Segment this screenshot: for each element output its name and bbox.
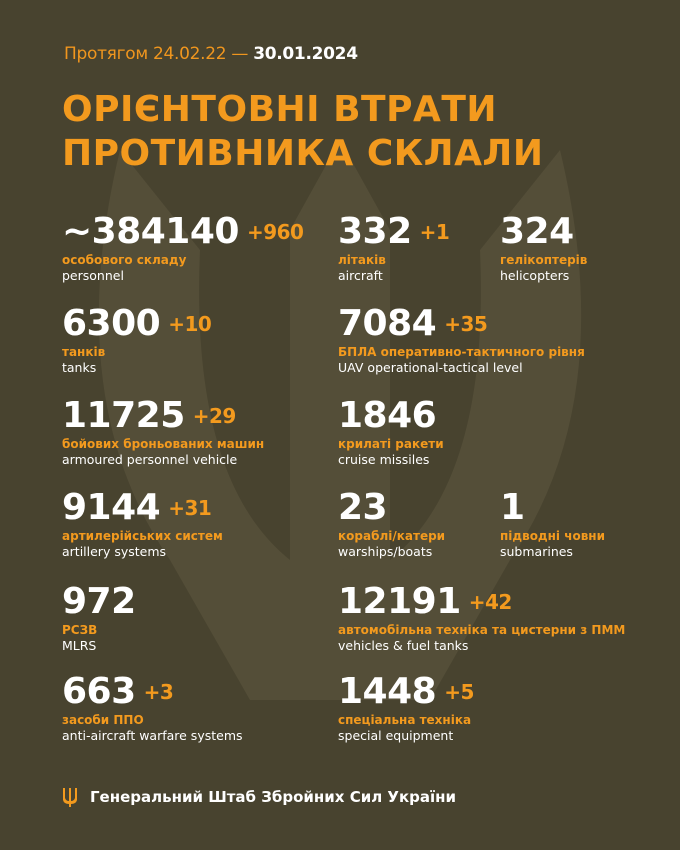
stat-label-ua: БПЛА оперативно-тактичного рівня [338,345,585,359]
stat-label-ua: підводні човни [500,529,605,543]
stat-number: 663 [62,671,136,712]
stat-label-en: submarines [500,544,573,559]
stat-number: 332 [338,211,412,252]
stat-delta: +35 [444,312,488,336]
stat-number: 12191 [338,581,461,622]
stat-label-ua: особового складу [62,253,187,267]
stat-label-ua: спеціальна техніка [338,713,472,727]
stat-value: 663 +3 [62,672,243,712]
stat-label-en: anti-aircraft warfare systems [62,728,243,743]
stat-label-en: UAV operational-tactical level [338,360,523,375]
stat-label-ua: танків [62,345,106,359]
stat-label-en: vehicles & fuel tanks [338,638,469,653]
stat-number: 1 [500,487,525,528]
stat-label-en: tanks [62,360,97,375]
footer: Генеральний Штаб Збройних Сил України [62,786,456,808]
stat-item: 663 +3 засоби ППО anti-aircraft warfare sys… [62,672,243,744]
period-date: 30.01.2024 [253,44,358,64]
stat-item: ~384140 +960 особового складу personnel [62,211,304,284]
stat-value: 1 [500,488,605,528]
stat-label-ua: засоби ППО [62,713,144,727]
stat-label-en: special equipment [338,728,454,743]
title-line-2: ПРОТИВНИКА СКЛАЛИ [62,133,544,174]
stat-label-en: armoured personnel vehicle [62,452,238,467]
stat-label-en: aircraft [338,268,383,283]
stat-label-en: warships/boats [338,544,433,559]
stat-delta: +960 [246,220,304,244]
stat-number: 1846 [338,395,437,436]
stat-delta: +3 [143,680,174,704]
stat-delta: +1 [419,220,450,244]
stat-label-ua: бойових броньованих машин [62,437,265,451]
stat-number: ~384140 [62,211,239,252]
stat-value: 23 [338,488,445,528]
stat-item: 1846 крилаті ракети cruise missiles [338,396,444,468]
stat-value: 1846 [338,396,444,436]
stat-number: 972 [62,581,136,622]
stat-delta: +29 [192,404,237,428]
page-title: ОРІЄНТОВНІ ВТРАТИ ПРОТИВНИКА СКЛАЛИ [62,88,543,176]
stat-item: 9144 +31 артилерійських систем artillery sy… [62,488,223,560]
title-line-1: ОРІЄНТОВНІ ВТРАТИ [62,89,498,130]
stat-number: 6300 [62,303,161,344]
stat-number: 11725 [62,395,185,436]
stat-label-ua: гелікоптерів [500,253,588,267]
stat-item: 972 РСЗВ MLRS [62,582,136,654]
stat-item: 332 +1 літаків aircraft [338,211,450,284]
stat-value: 11725 +29 [62,396,264,436]
stat-label-ua: кораблі/катери [338,529,446,543]
stat-item: 23 кораблі/катери warships/boats [338,488,445,560]
stat-item: 1 підводні човни submarines [500,488,605,560]
stat-item: 11725 +29 бойових броньованих машин armoure… [62,396,264,468]
stat-number: 7084 [338,303,437,344]
stat-value: ~384140 +960 [62,211,304,252]
stat-value: 324 [500,212,587,252]
stat-number: 23 [338,487,388,528]
stat-delta: +5 [444,680,474,704]
stat-label-en: helicopters [500,268,570,283]
stat-item: 7084 +35 БПЛА оперативно-тактичного рівня U… [338,304,585,376]
stat-item: 6300 +10 танків tanks [62,303,212,376]
stat-label-ua: автомобільна техніка та цистерни з ПММ [338,623,626,637]
stat-number: 1448 [338,671,437,712]
stat-delta: +31 [168,496,212,520]
trident-icon [63,788,77,807]
stat-item: 12191 +42 автомобільна техніка та цистерни… [338,582,625,654]
stat-value: 332 +1 [338,211,450,252]
period-start: Протягом 24.02.22 — [64,44,249,64]
stat-label-en: cruise missiles [338,452,430,467]
stat-number: 324 [500,211,574,252]
stat-label-ua: літаків [338,253,386,267]
footer-text: Генеральний Штаб Збройних Сил України [90,788,457,806]
stat-value: 9144 +31 [62,488,223,528]
stat-number: 9144 [62,487,161,528]
stat-value: 6300 +10 [62,303,212,344]
stat-label-ua: РСЗВ [62,623,98,637]
stat-label-ua: артилерійських систем [62,529,223,543]
stat-value: 7084 +35 [338,304,585,344]
stat-item: 1448 +5 спеціальна техніка special equipmen… [338,672,474,744]
stat-delta: +42 [468,590,513,614]
period: Протягом 24.02.22 — 30.01.2024 [64,44,358,64]
stat-value: 12191 +42 [338,582,625,622]
stat-label-en: MLRS [62,638,97,653]
stat-delta: +10 [168,312,212,336]
stat-value: 1448 +5 [338,672,474,712]
stat-value: 972 [62,582,136,622]
stat-label-en: artillery systems [62,544,167,559]
stat-item: 324 гелікоптерів helicopters [500,212,587,284]
stat-label-ua: крилаті ракети [338,437,444,451]
stat-label-en: personnel [62,268,124,283]
